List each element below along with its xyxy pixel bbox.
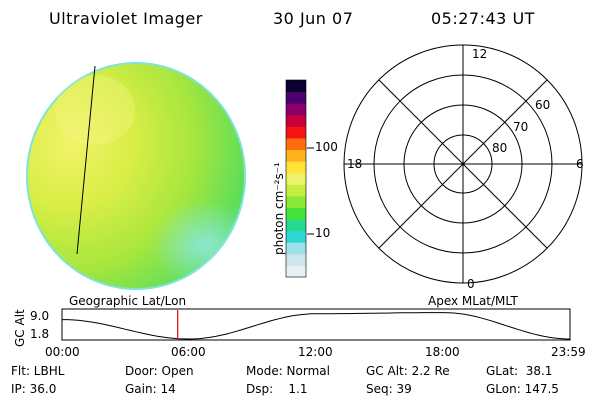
terminator-line bbox=[76, 65, 96, 255]
status-gain: Gain: 14 bbox=[125, 382, 176, 396]
y-axis-max: 9.0 bbox=[30, 309, 50, 323]
colorbar-segment bbox=[286, 114, 306, 127]
colorbar-segment bbox=[286, 103, 306, 116]
colorbar-segment bbox=[286, 172, 306, 185]
colorbar-frame bbox=[285, 79, 307, 278]
colorbar-segment bbox=[286, 161, 306, 174]
x-tick-4: 23:59 bbox=[551, 345, 586, 359]
x-tick-3: 18:00 bbox=[425, 345, 460, 359]
polar-grid bbox=[343, 44, 583, 284]
y-axis-label: GC Alt bbox=[13, 309, 27, 347]
apex-coords-title: Apex MLat/MLT bbox=[428, 294, 518, 308]
lat-label-60: 60 bbox=[535, 98, 551, 112]
x-tick-1: 06:00 bbox=[171, 345, 206, 359]
colorbar-segment bbox=[286, 265, 306, 278]
colorbar-tick-10: 10 bbox=[315, 226, 331, 240]
color-scale-bar bbox=[285, 79, 307, 278]
mlt-label-12: 12 bbox=[472, 47, 488, 61]
mlt-label-6: 6 bbox=[576, 157, 584, 171]
colorbar-segment bbox=[286, 195, 306, 208]
geographic-coords-title: Geographic Lat/Lon bbox=[69, 294, 187, 308]
status-ip: IP: 36.0 bbox=[11, 382, 57, 396]
colorbar-segment bbox=[286, 126, 306, 139]
status-mode: Mode: Normal bbox=[246, 364, 330, 378]
colorbar-segment bbox=[286, 242, 306, 255]
status-glon: GLon: 147.5 bbox=[486, 382, 559, 396]
altitude-curve bbox=[62, 312, 571, 340]
colorbar-tick-100: 100 bbox=[315, 140, 338, 154]
orbit-altitude-panel bbox=[61, 308, 571, 341]
app-title: Ultraviolet Imager bbox=[49, 9, 203, 28]
mlt-label-0: 0 bbox=[467, 277, 475, 291]
colorbar-segment bbox=[286, 253, 306, 266]
status-dsp: Dsp: 1.1 bbox=[246, 382, 308, 396]
colorbar-segment bbox=[286, 80, 306, 93]
status-seq: Seq: 39 bbox=[366, 382, 412, 396]
status-glat: GLat: 38.1 bbox=[486, 364, 553, 378]
colorbar-segment bbox=[286, 184, 306, 197]
mlt-label-18: 18 bbox=[347, 157, 363, 171]
x-tick-0: 00:00 bbox=[45, 345, 80, 359]
colorbar-segment bbox=[286, 230, 306, 243]
x-tick-2: 12:00 bbox=[298, 345, 333, 359]
colorbar-segment bbox=[286, 91, 306, 104]
colorbar-segment bbox=[286, 219, 306, 232]
uv-image-disk bbox=[26, 62, 246, 290]
status-filter: Flt: LBHL bbox=[11, 364, 65, 378]
lat-label-80: 80 bbox=[492, 141, 508, 155]
colorbar-unit-label: photon cm⁻²s⁻¹ bbox=[272, 162, 286, 255]
status-door: Door: Open bbox=[125, 364, 194, 378]
image-time: 05:27:43 UT bbox=[431, 9, 535, 28]
colorbar-segment bbox=[286, 149, 306, 162]
status-gc-alt: GC Alt: 2.2 Re bbox=[366, 364, 450, 378]
y-axis-min: 1.8 bbox=[30, 327, 50, 341]
colorbar-segment bbox=[286, 207, 306, 220]
colorbar-segment bbox=[286, 137, 306, 151]
image-date: 30 Jun 07 bbox=[273, 9, 354, 28]
lat-label-70: 70 bbox=[513, 120, 529, 134]
